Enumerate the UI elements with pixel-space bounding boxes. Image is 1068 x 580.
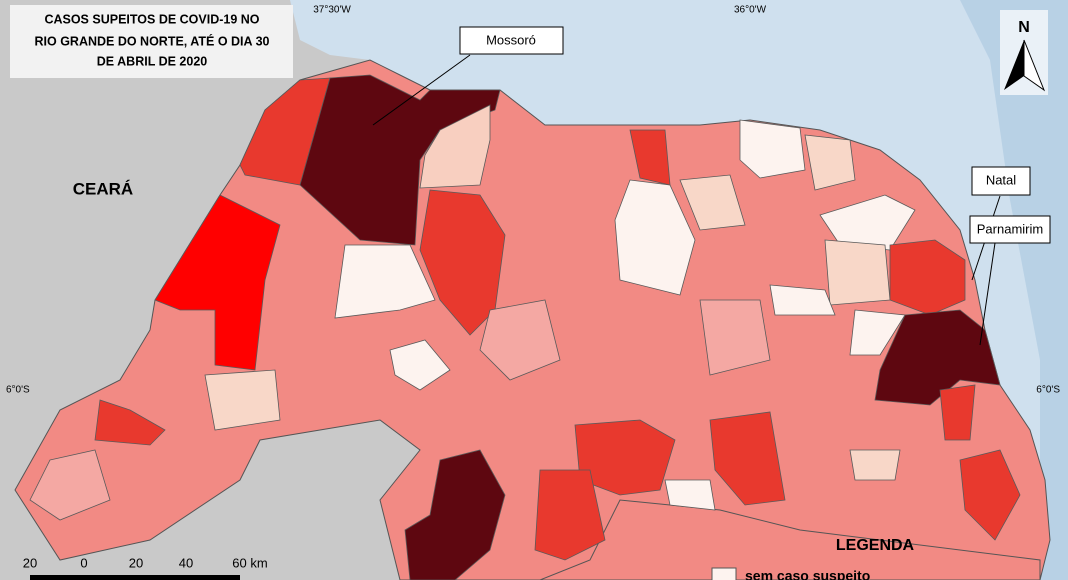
- municipality: [404, 449, 506, 580]
- municipality: [849, 309, 906, 356]
- municipality: [889, 239, 966, 316]
- municipality: [534, 469, 606, 561]
- label-box: [459, 26, 564, 55]
- municipality: [94, 399, 166, 446]
- city-label: Parnamirim: [977, 221, 1043, 236]
- latitude-label: 6°0'S: [1036, 385, 1060, 396]
- title-line: RIO GRANDE DO NORTE, ATÉ O DIA 30: [35, 33, 270, 48]
- arrow-half: [1023, 39, 1046, 92]
- leader-line: [372, 54, 471, 126]
- municipality: [709, 411, 786, 506]
- scale-segment: [30, 575, 240, 580]
- title-box: [10, 5, 293, 78]
- city-label: Mossoró: [486, 32, 536, 47]
- latitude-label: 6°0'S: [6, 385, 30, 396]
- label-box: [969, 215, 1051, 244]
- shelf: [960, 0, 1068, 580]
- municipality: [29, 449, 111, 521]
- municipality: [664, 479, 716, 511]
- municipality: [939, 384, 976, 441]
- north-label: N: [1018, 19, 1030, 36]
- municipality: [389, 339, 451, 391]
- legend-item: sem caso suspeito: [745, 568, 870, 580]
- title-line: CASOS SUPEITOS DE COVID-19 NO: [44, 12, 259, 26]
- municipality: [824, 239, 891, 306]
- municipality: [419, 189, 506, 336]
- municipality: [699, 299, 771, 376]
- municipality: [849, 449, 901, 481]
- municipality: [629, 129, 671, 186]
- longitude-label: 37°30'W: [313, 5, 351, 16]
- municipality: [739, 119, 806, 179]
- scale-label: 20: [129, 555, 143, 570]
- title-line: DE ABRIL DE 2020: [97, 54, 208, 68]
- leader-line: [979, 242, 996, 346]
- legend: LEGENDA sem caso suspeito: [711, 537, 915, 580]
- ocean: [290, 0, 1068, 580]
- municipality: [874, 309, 1001, 406]
- legend-title: LEGENDA: [836, 537, 915, 554]
- north-arrow: N: [1000, 10, 1048, 95]
- municipality: [419, 104, 491, 189]
- scale-label: 40: [179, 555, 193, 570]
- city-label: Natal: [986, 172, 1016, 187]
- municipality: [804, 134, 856, 191]
- scale-label: 20: [23, 555, 37, 570]
- municipalities: [29, 74, 1021, 580]
- municipality: [769, 284, 836, 316]
- longitude-label: 36°0'W: [734, 5, 767, 16]
- municipality: [819, 194, 916, 251]
- municipality: [334, 244, 436, 319]
- municipality: [479, 299, 561, 381]
- municipality: [204, 369, 281, 431]
- legend-swatch: [711, 567, 737, 580]
- arrow-half: [1004, 40, 1024, 90]
- label-box: [971, 166, 1031, 196]
- scale-bar: 20 0 20 40 60 km: [23, 555, 268, 580]
- municipality: [679, 174, 746, 231]
- municipality: [959, 449, 1021, 541]
- scale-label: 0: [80, 555, 87, 570]
- municipality: [154, 194, 281, 371]
- scale-label: 60 km: [232, 555, 267, 570]
- state-label: CEARÁ: [73, 179, 133, 198]
